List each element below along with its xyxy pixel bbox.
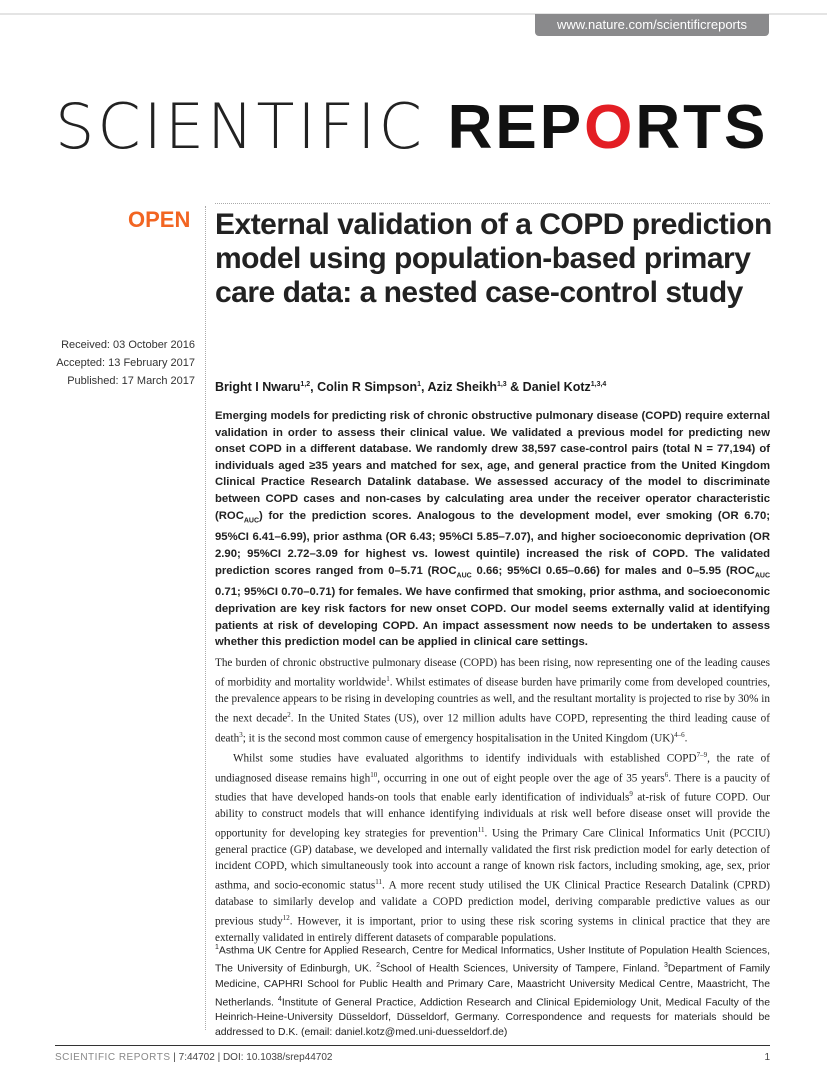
received-date: Received: 03 October 2016 (61, 339, 195, 351)
footer-citation: SCIENTIFIC REPORTS | 7:44702 | DOI: 10.1… (55, 1052, 332, 1063)
superscript: 11 (375, 878, 383, 887)
superscript: 1 (417, 380, 422, 388)
logo-rep: REP (447, 93, 585, 162)
superscript: 4–6 (674, 730, 685, 739)
text-run: 0.71; 95%CI 0.70–0.71) for females. We h… (215, 586, 770, 649)
divider-vertical (205, 206, 206, 1030)
text-run: ) for the prediction scores. Analogous t… (215, 509, 770, 577)
superscript: 2 (376, 962, 380, 970)
text-run: & Daniel Kotz (506, 380, 591, 394)
journal-url-link[interactable]: www.nature.com/scientificreports (535, 14, 769, 36)
text-run: . However, it is important, prior to usi… (215, 915, 770, 945)
text-run: Emerging models for predicting risk of c… (215, 410, 770, 522)
text-run: . There is a paucity of studies that hav… (215, 772, 770, 805)
affiliations: 1Asthma UK Centre for Applied Research, … (215, 940, 770, 1040)
superscript: 1 (386, 675, 390, 684)
text-run: , the rate of undiagnosed disease remain… (215, 752, 770, 785)
superscript: 2 (287, 711, 291, 720)
subscript: AUC (456, 571, 472, 579)
text-run: School of Health Sciences, University of… (380, 963, 665, 975)
abstract: Emerging models for predicting risk of c… (215, 408, 770, 651)
superscript: 1,3 (496, 380, 507, 388)
superscript: 3 (239, 730, 243, 739)
text-run: , occurring in one out of eight people o… (377, 772, 665, 785)
superscript: 7–9 (696, 750, 708, 759)
text-run: 0.66; 95%CI 0.65–0.66) for males and 0–5… (471, 564, 755, 577)
text-run: ; it is the second most common cause of … (242, 732, 675, 745)
superscript: 11 (477, 826, 485, 835)
article-dates: Received: 03 October 2016 Accepted: 13 F… (56, 336, 195, 390)
divider-horizontal (215, 203, 770, 204)
logo-scientific: SCIENTIFIC (55, 90, 448, 163)
top-rule (0, 13, 827, 15)
superscript: 3 (664, 962, 668, 970)
superscript: 1,2 (300, 380, 311, 388)
text-run: , Colin R Simpson (310, 380, 418, 394)
text-run: Whilst some studies have evaluated algor… (233, 752, 697, 765)
published-date: Published: 17 March 2017 (67, 375, 195, 387)
text-run: , Aziz Sheikh (421, 380, 497, 394)
subscript: AUC (243, 516, 260, 524)
body-text: The burden of chronic obstructive pulmon… (215, 655, 770, 946)
text-run: . Using the Primary Care Clinical Inform… (215, 827, 771, 892)
text-run: Bright I Nwaru (215, 380, 301, 394)
text-run: . Whilst estimates of disease burden hav… (215, 676, 770, 725)
text-run: Department of Family Medicine, CAPHRI Sc… (215, 963, 770, 1009)
paragraph: Whilst some studies have evaluated algor… (215, 747, 770, 946)
superscript: 10 (370, 770, 378, 779)
superscript: 6 (664, 770, 669, 779)
accepted-date: Accepted: 13 February 2017 (56, 357, 195, 369)
paragraph: The burden of chronic obstructive pulmon… (215, 655, 770, 747)
text-run: . A more recent study utilised the UK Cl… (215, 880, 770, 928)
text-run: The burden of chronic obstructive pulmon… (215, 657, 770, 689)
subscript: AUC (754, 571, 770, 579)
footer-rule (55, 1045, 770, 1046)
logo-rts: RTS (635, 93, 769, 162)
text-run: . In the United States (US), over 12 mil… (215, 712, 770, 745)
open-access-label: OPEN (128, 207, 191, 232)
author-list: Bright I Nwaru1,2, Colin R Simpson1, Azi… (215, 380, 606, 394)
superscript: 12 (282, 914, 290, 923)
gear-icon: O (584, 93, 636, 162)
superscript: 1,3,4 (590, 380, 607, 388)
footer-journal: SCIENTIFIC REPORTS (55, 1052, 171, 1063)
superscript: 4 (277, 995, 282, 1003)
text-run: . (684, 732, 688, 745)
superscript: 9 (629, 790, 633, 799)
footer-doi: | 7:44702 | DOI: 10.1038/srep44702 (170, 1052, 333, 1063)
superscript: 1 (215, 944, 219, 951)
page-number: 1 (764, 1052, 770, 1063)
text-run: Asthma UK Centre for Applied Research, C… (215, 945, 770, 975)
journal-logo: SCIENTIFIC REPORTS (55, 92, 768, 163)
text-run: Institute of General Practice, Addiction… (215, 997, 770, 1039)
text-run: at-risk of future COPD. Our ability to c… (215, 792, 770, 840)
article-title: External validation of a COPD prediction… (215, 208, 772, 309)
